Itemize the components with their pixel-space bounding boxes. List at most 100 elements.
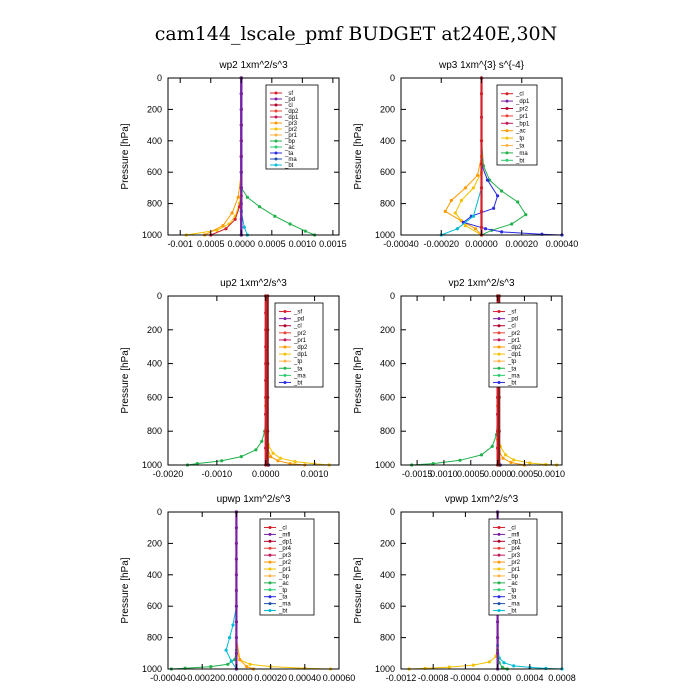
y-axis-label: Pressure [hPa] <box>353 123 364 189</box>
legend-marker <box>505 99 509 103</box>
y-tick-label: 1000 <box>375 460 395 470</box>
legend-marker <box>497 588 501 592</box>
data-point <box>431 462 435 466</box>
series-line <box>204 78 242 236</box>
data-point <box>226 662 230 666</box>
legend-marker <box>497 380 501 384</box>
data-point <box>487 660 492 664</box>
legend-marker <box>497 532 501 536</box>
data-point <box>239 455 243 459</box>
legend-marker <box>497 567 501 571</box>
chart-panel-4: vp2 1xm^2/s^3 Pressure [hPa] 0 200 400 600 800… <box>353 278 565 479</box>
legend-marker <box>497 324 501 328</box>
data-point <box>500 230 504 234</box>
data-point <box>500 665 504 670</box>
data-point <box>236 195 240 199</box>
plot-frame <box>167 511 340 670</box>
legend-entry: _dp2 <box>293 345 308 351</box>
data-point <box>475 173 480 177</box>
plot-frame <box>167 77 340 236</box>
data-point <box>443 209 447 213</box>
data-point <box>479 225 484 229</box>
legend-entry: _ma <box>515 151 528 157</box>
y-axis-label: Pressure [hPa] <box>120 123 131 189</box>
data-point <box>496 194 500 198</box>
legend-entry: _ta <box>515 144 525 150</box>
x-tick-label: -0.001 <box>167 239 193 249</box>
legend-marker <box>268 609 272 613</box>
legend-marker <box>283 373 287 377</box>
y-tick-label: 0 <box>390 73 395 83</box>
legend-entry: _ma <box>278 602 291 608</box>
data-point <box>266 395 270 399</box>
x-tick-label: -0.00040 <box>150 673 186 683</box>
series-line <box>409 512 499 670</box>
y-tick-label: 800 <box>147 633 162 643</box>
y-tick-label: 200 <box>147 104 162 114</box>
x-tick-label: 0.0000 <box>228 239 256 249</box>
legend-marker <box>497 366 501 370</box>
data-point <box>501 456 505 460</box>
data-point <box>238 658 242 662</box>
x-tick-label: -0.0004 <box>450 673 481 683</box>
y-tick-label: 400 <box>380 136 395 146</box>
legend: _sf_pd_cl_dp2_dp1_pr3_pr2_pr1_bp_ac_ta_m… <box>265 84 319 170</box>
legend-box <box>496 84 538 166</box>
legend-marker <box>497 338 501 342</box>
data-point <box>497 395 501 399</box>
legend-marker <box>274 151 278 155</box>
plot-frame <box>400 511 563 670</box>
y-tick-label: 1000 <box>142 460 162 470</box>
data-point <box>234 620 238 624</box>
legend-entry: _tp <box>507 359 517 365</box>
y-tick-label: 1000 <box>375 664 395 674</box>
data-point <box>293 460 297 464</box>
legend-entry: _pd <box>284 97 295 103</box>
legend-entry: _pr1 <box>507 567 521 573</box>
data-point <box>239 139 243 143</box>
data-point <box>264 378 268 383</box>
legend-entry: _ma <box>284 157 297 163</box>
data-point <box>273 214 277 218</box>
legend-entry: _bt <box>284 163 294 169</box>
data-point <box>221 224 225 228</box>
legend-marker <box>274 133 278 137</box>
data-point <box>239 154 243 159</box>
data-point <box>234 588 238 593</box>
legend-entry: _pr2 <box>515 107 529 113</box>
x-tick-label: -0.0012 <box>386 673 417 683</box>
legend-marker <box>497 373 501 377</box>
legend-entry: _pr3 <box>507 553 521 559</box>
legend-entry: _pr4 <box>507 546 521 552</box>
legend-entry: _ma <box>293 373 306 379</box>
panel-title: up2 1xm^2/s^3 <box>220 278 287 289</box>
legend-marker <box>497 352 501 356</box>
legend-marker <box>268 546 272 550</box>
plot-frame <box>167 295 340 466</box>
legend-marker <box>505 136 509 140</box>
data-point <box>231 623 235 627</box>
legend-marker <box>274 157 278 161</box>
legend-marker <box>505 158 509 162</box>
x-tick-label: -0.0008 <box>418 673 449 683</box>
legend-entry: _pr2 <box>507 560 521 566</box>
data-point <box>209 665 213 669</box>
data-point <box>496 636 500 640</box>
legend-marker <box>283 324 287 328</box>
legend-entry: _pr2 <box>293 331 307 337</box>
x-tick-label: 0.0010 <box>538 469 566 479</box>
data-point <box>485 178 490 182</box>
x-tick-label: -0.00040 <box>383 239 419 249</box>
y-axis-label: Pressure [hPa] <box>120 347 131 413</box>
legend-entry: _cl <box>293 324 302 330</box>
y-tick-label: 800 <box>147 426 162 436</box>
legend: _sf_pd_cl_pr2_pr1_dp2_dp1_tp_ta_ma_bt <box>274 302 324 388</box>
legend-marker <box>268 574 272 578</box>
y-axis-label: Pressure [hPa] <box>353 557 364 623</box>
legend-marker <box>274 103 278 107</box>
data-point <box>455 227 459 231</box>
legend-entry: _pr1 <box>515 114 529 120</box>
data-point <box>264 345 268 349</box>
legend-entry: _dp1 <box>293 352 308 358</box>
x-tick-label: 0.0000 <box>484 673 512 683</box>
